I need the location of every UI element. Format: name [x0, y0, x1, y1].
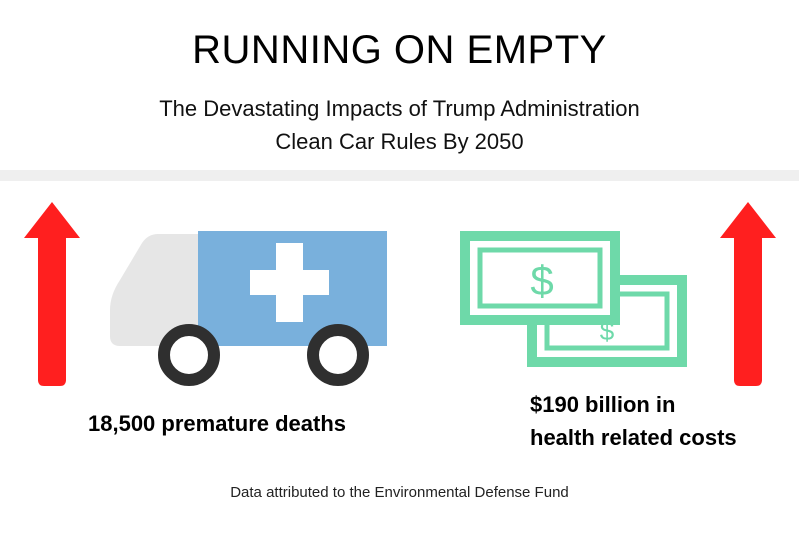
bill-symbol-back: $	[600, 316, 615, 346]
section-divider	[0, 170, 799, 181]
page-subtitle: The Devastating Impacts of Trump Adminis…	[0, 92, 799, 158]
costs-caption: $190 billion in health related costs	[530, 388, 790, 454]
subtitle-line-2: Clean Car Rules By 2050	[275, 129, 524, 154]
deaths-caption: 18,500 premature deaths	[88, 411, 347, 436]
costs-caption-line-1: $190 billion in	[530, 392, 676, 417]
costs-caption-line-2: health related costs	[530, 425, 737, 450]
bill-symbol-front: $	[530, 257, 553, 304]
arrow-up-icon	[24, 202, 80, 386]
arrow-up-icon	[720, 202, 776, 386]
page-title: RUNNING ON EMPTY	[192, 28, 607, 72]
money-bills-icon: $ $	[460, 231, 687, 367]
source-note: Data attributed to the Environmental Def…	[230, 484, 569, 501]
subtitle-line-1: The Devastating Impacts of Trump Adminis…	[159, 96, 640, 121]
ambulance-icon	[110, 231, 387, 386]
